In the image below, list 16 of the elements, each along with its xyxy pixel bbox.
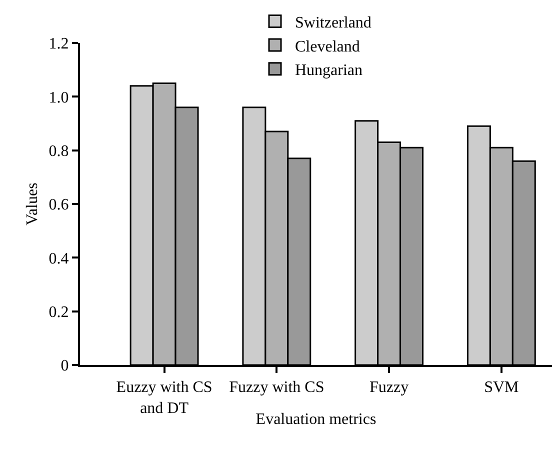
y-tick-label: 1.2 bbox=[48, 36, 69, 53]
y-tick-label: 0.8 bbox=[48, 142, 69, 160]
y-tick-label: 1.0 bbox=[48, 89, 69, 106]
y-tick-label: 0.6 bbox=[48, 196, 69, 214]
legend-label: Switzerland bbox=[295, 14, 372, 32]
y-tick-label: 0.2 bbox=[48, 304, 69, 321]
y-axis-title: Values bbox=[24, 182, 41, 226]
x-tick-label: SVM bbox=[484, 379, 519, 396]
legend-label: Cleveland bbox=[295, 38, 360, 56]
y-tick-label: 0 bbox=[60, 358, 69, 375]
x-tick-label: Euzzy with CS and DT bbox=[116, 379, 212, 417]
x-tick-label: Fuzzy with CS bbox=[229, 379, 324, 396]
x-axis-title: Evaluation metrics bbox=[256, 411, 376, 428]
y-tick-label: 0.4 bbox=[48, 250, 69, 268]
legend-label: Hungarian bbox=[295, 62, 363, 80]
x-tick-label: Fuzzy bbox=[369, 379, 409, 396]
